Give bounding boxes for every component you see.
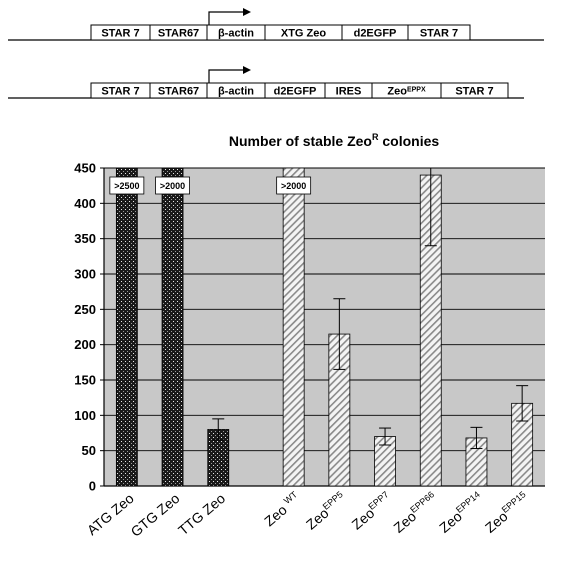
construct-element: STAR 7 bbox=[90, 24, 151, 41]
construct-element: STAR 7 bbox=[90, 82, 151, 99]
promoter-arrow bbox=[208, 69, 243, 83]
y-tick-label: 250 bbox=[74, 302, 96, 317]
chart-title: Number of stable ZeoR colonies bbox=[229, 132, 440, 149]
construct-element: d2EGFP bbox=[341, 24, 409, 41]
y-tick-label: 50 bbox=[82, 443, 96, 458]
x-category-label: ZeoEPP7 bbox=[348, 489, 395, 532]
bar-group bbox=[465, 426, 488, 487]
element-label: STAR67 bbox=[158, 86, 199, 98]
element-label: IRES bbox=[336, 86, 362, 98]
overflow-label: >2000 bbox=[281, 181, 306, 191]
promoter-arrowhead bbox=[243, 66, 251, 74]
bar bbox=[115, 167, 138, 487]
construct-element: β-actin bbox=[206, 66, 266, 99]
overflow-label-box bbox=[276, 176, 312, 195]
element-label: STAR 7 bbox=[420, 28, 458, 40]
construct-element: IRES bbox=[324, 82, 373, 99]
overflow-label: >2000 bbox=[160, 181, 185, 191]
bar-group: >2500 bbox=[109, 167, 145, 487]
promoter-arrow bbox=[208, 11, 243, 25]
element-label: β-actin bbox=[218, 28, 254, 40]
bar-group bbox=[511, 385, 534, 487]
bar-group bbox=[328, 298, 351, 487]
construct-element: ZeoEPPX bbox=[371, 82, 442, 99]
element-label: STAR 7 bbox=[101, 28, 139, 40]
x-category-label: ATG Zeo bbox=[84, 490, 137, 538]
element-label: β-actin bbox=[218, 86, 254, 98]
bar-group: >2000 bbox=[155, 167, 190, 487]
y-tick-label: 350 bbox=[74, 231, 96, 246]
bar-group bbox=[374, 427, 396, 487]
construct-element: STAR 7 bbox=[440, 82, 509, 99]
construct-diagram: STAR 7 STAR67 β-actin XTG Zeo d2EGFP STAR 7ST… bbox=[8, 8, 544, 99]
construct-2: STAR 7 STAR67 β-actin d2EGFP IRES ZeoEPPX STAR… bbox=[8, 66, 524, 99]
y-tick-label: 150 bbox=[74, 373, 96, 388]
bar-group bbox=[207, 418, 230, 487]
y-tick-label: 0 bbox=[89, 479, 96, 494]
y-tick-label: 400 bbox=[74, 196, 96, 211]
construct-element: STAR67 bbox=[149, 24, 208, 41]
y-tick-label: 300 bbox=[74, 267, 96, 282]
element-box bbox=[440, 82, 509, 99]
x-category-label: TTG Zeo bbox=[175, 490, 228, 538]
construct-element: XTG Zeo bbox=[264, 24, 343, 41]
bar-group: >2000 bbox=[276, 167, 312, 487]
construct-element: d2EGFP bbox=[264, 82, 326, 99]
x-category-label: GTG Zeo bbox=[127, 490, 182, 540]
element-label: STAR 7 bbox=[101, 86, 139, 98]
bar bbox=[161, 167, 184, 487]
x-category-label: Zeo WT bbox=[260, 489, 303, 529]
y-tick-label: 450 bbox=[74, 161, 96, 176]
bar-group bbox=[419, 167, 442, 487]
overflow-label-box bbox=[109, 176, 145, 195]
promoter-arrowhead bbox=[243, 8, 251, 16]
element-label: d2EGFP bbox=[274, 86, 317, 98]
element-box bbox=[407, 24, 471, 41]
element-label: STAR67 bbox=[158, 28, 199, 40]
y-tick-label: 100 bbox=[74, 408, 96, 423]
overflow-label: >2500 bbox=[114, 181, 139, 191]
construct-1: STAR 7 STAR67 β-actin XTG Zeo d2EGFP STAR 7 bbox=[8, 8, 544, 41]
element-label: STAR 7 bbox=[455, 86, 493, 98]
overflow-label-box bbox=[155, 176, 190, 195]
x-category-label: ZeoEPP66 bbox=[390, 489, 441, 536]
x-category-label: ZeoEPP15 bbox=[481, 489, 532, 536]
x-category-label: ZeoEPP14 bbox=[435, 489, 486, 536]
bar bbox=[282, 167, 305, 487]
y-tick-label: 200 bbox=[74, 337, 96, 352]
construct-element: STAR 7 bbox=[407, 24, 471, 41]
x-category-label: ZeoEPP5 bbox=[302, 489, 349, 532]
element-label: d2EGFP bbox=[354, 28, 397, 40]
element-label: XTG Zeo bbox=[281, 28, 327, 40]
